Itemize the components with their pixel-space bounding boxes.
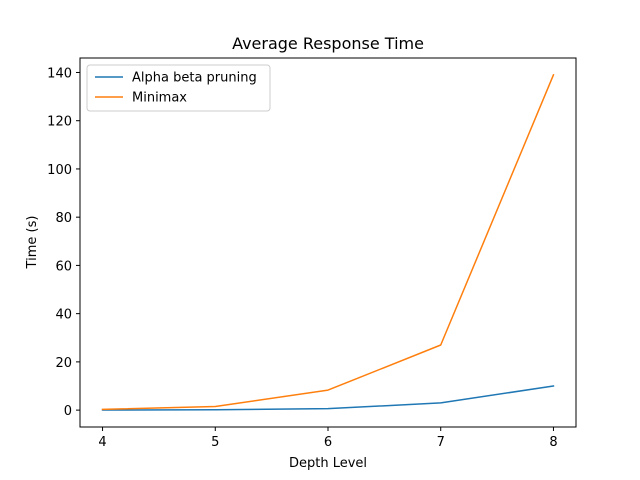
x-tick-label: 4: [98, 435, 106, 450]
y-tick-label: 40: [55, 308, 72, 323]
legend-label-1: Alpha beta pruning: [132, 71, 257, 86]
legend-box: [86, 64, 271, 112]
legend-label-2: Minimax: [132, 91, 187, 106]
x-tick-label: 8: [549, 435, 557, 450]
series-line-2: [101, 73, 555, 411]
plot-frame: [79, 57, 577, 428]
x-tick-label: 5: [211, 435, 219, 450]
y-tick-label: 0: [64, 404, 72, 419]
plot-area: [101, 73, 555, 411]
y-tick-label: 120: [47, 115, 72, 130]
x-axis-ticks: 4 5 6 7 8: [98, 427, 558, 450]
x-tick-label: 7: [437, 435, 445, 450]
y-axis-label: Time (s): [25, 216, 40, 270]
chart-title: Average Response Time: [232, 34, 424, 53]
x-axis-label: Depth Level: [289, 456, 367, 471]
x-tick-label: 6: [324, 435, 332, 450]
legend: Alpha beta pruning Minimax: [86, 64, 271, 112]
y-tick-label: 140: [47, 66, 72, 81]
y-tick-label: 100: [47, 163, 72, 178]
y-tick-label: 80: [55, 211, 72, 226]
y-tick-label: 60: [55, 259, 72, 274]
y-tick-label: 20: [55, 356, 72, 371]
y-axis-ticks: 0 20 40 60 80 100 120 140: [47, 66, 80, 419]
series-line-1: [101, 385, 555, 411]
